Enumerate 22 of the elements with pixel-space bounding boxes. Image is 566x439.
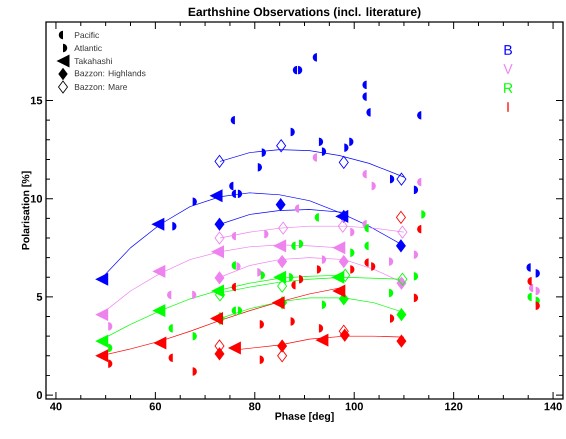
annotation: Bazzon: Highlands bbox=[74, 70, 146, 78]
x-tick-label: 80 bbox=[249, 402, 260, 410]
text: I bbox=[507, 102, 509, 112]
annotation: Pacific bbox=[74, 32, 100, 38]
x-tick-label: 60 bbox=[150, 402, 162, 410]
text: R bbox=[504, 83, 512, 93]
x-tick-label: 140 bbox=[544, 402, 562, 410]
y-tick-label: 15 bbox=[30, 96, 42, 104]
text: V bbox=[503, 64, 513, 74]
annotation: Atlantic bbox=[74, 44, 102, 52]
annotation: Takahashi bbox=[74, 58, 112, 64]
y-tick-label: 10 bbox=[30, 194, 42, 203]
x-tick-label: 120 bbox=[445, 402, 462, 410]
y-tick-label: 0 bbox=[36, 391, 42, 399]
x-axis-title: Phase [deg] bbox=[275, 412, 334, 422]
x-tick-label: 100 bbox=[346, 402, 363, 410]
y-axis-title: Polarisation [%] bbox=[22, 171, 32, 250]
x-tick-label: 40 bbox=[50, 402, 62, 410]
text: B bbox=[504, 45, 512, 55]
annotation: Bazzon: Mare bbox=[74, 84, 128, 90]
chart-title: Earthshine Observations (incl. literature) bbox=[188, 7, 420, 18]
y-tick-label: 5 bbox=[36, 293, 42, 301]
